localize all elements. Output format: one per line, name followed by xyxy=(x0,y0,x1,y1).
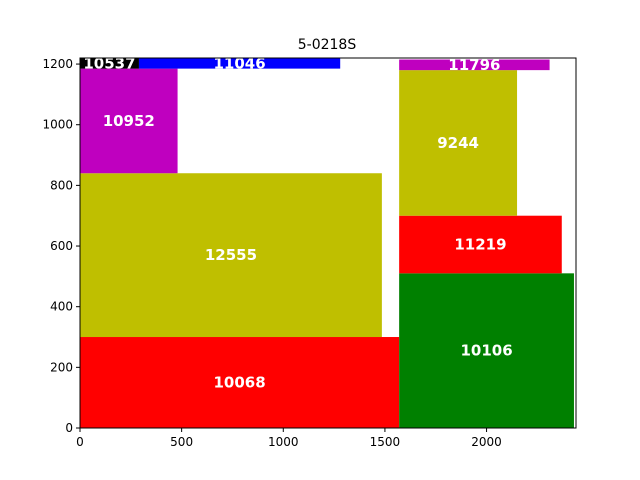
y-tick-label: 0 xyxy=(65,421,73,435)
rect-11046 xyxy=(138,58,341,69)
rect-label-10068: 10068 xyxy=(213,374,265,392)
x-tick-label: 0 xyxy=(76,435,84,449)
rect-9244 xyxy=(399,70,518,216)
rect-10106 xyxy=(399,273,574,428)
y-axis: 0 200 400 600 800 1000 1200 xyxy=(42,57,80,435)
rect-11796 xyxy=(399,59,550,71)
x-axis: 0 500 1000 1500 2000 xyxy=(76,428,502,449)
rect-10537 xyxy=(80,58,139,69)
rect-label-12555: 12555 xyxy=(205,246,257,264)
y-tick-label: 200 xyxy=(50,360,73,374)
chart-title: 5-0218S xyxy=(298,37,357,53)
x-tick-label: 2000 xyxy=(471,435,502,449)
y-tick-label: 400 xyxy=(50,300,73,314)
y-tick-label: 1000 xyxy=(42,118,73,132)
rect-10068 xyxy=(80,337,400,428)
rect-12555 xyxy=(80,173,382,338)
rect-11219 xyxy=(399,215,562,274)
rect-10952 xyxy=(80,68,178,174)
x-tick-label: 1000 xyxy=(268,435,299,449)
rect-label-10106: 10106 xyxy=(460,342,512,360)
rect-label-10952: 10952 xyxy=(103,112,155,130)
y-tick-label: 800 xyxy=(50,178,73,192)
rect-label-11796: 11796 xyxy=(448,56,500,74)
axes-frame xyxy=(79,57,577,429)
x-tick-label: 1500 xyxy=(370,435,401,449)
rect-layer: 10068 12555 10952 10537 11046 10106 11219 9244 1… xyxy=(80,54,574,428)
rect-label-10537: 10537 xyxy=(83,54,135,72)
rect-label-11219: 11219 xyxy=(454,236,506,254)
y-tick-label: 600 xyxy=(50,239,73,253)
y-tick-label: 1200 xyxy=(42,57,73,71)
rect-label-9244: 9244 xyxy=(437,134,479,152)
x-tick-label: 500 xyxy=(170,435,193,449)
rect-label-11046: 11046 xyxy=(213,54,265,72)
